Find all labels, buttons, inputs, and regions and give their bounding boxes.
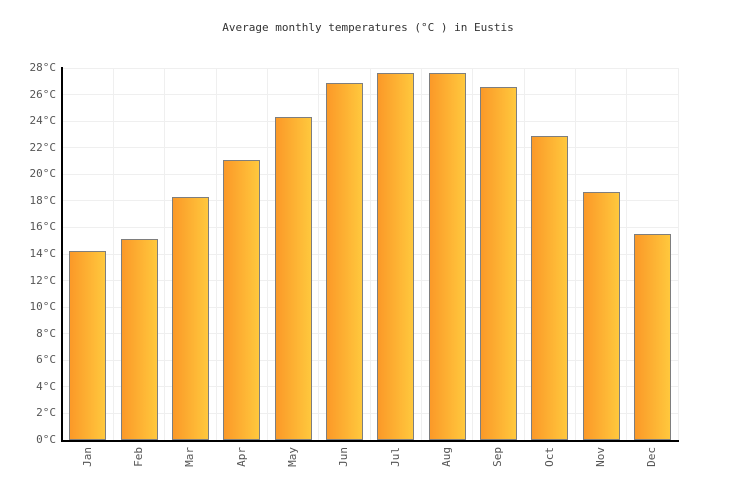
bar-sep (479, 86, 517, 440)
bar-mar (171, 196, 209, 440)
x-gridline (472, 68, 474, 440)
x-tick-label-mar: Mar (183, 447, 197, 467)
y-tick-label: 28°C (29, 61, 57, 74)
bar-aug (428, 73, 466, 440)
x-gridline (215, 68, 217, 440)
x-tick-label-dec: Dec (645, 447, 659, 467)
y-tick-label: 12°C (29, 273, 57, 287)
x-tick-label-apr: Apr (234, 447, 248, 467)
x-gridline (266, 68, 268, 440)
bar-apr (223, 159, 261, 440)
y-tick-label: 24°C (29, 114, 57, 128)
y-tick-label: 8°C (36, 326, 56, 340)
y-tick-label: 26°C (29, 87, 57, 101)
x-gridline (420, 68, 422, 440)
x-tick-label-aug: Aug (440, 447, 453, 467)
bar-jul (377, 73, 415, 440)
x-gridline (523, 68, 525, 440)
y-tick-label: 4°C (36, 379, 56, 393)
y-tick-label: 2°C (36, 406, 56, 420)
bar-may (274, 117, 312, 440)
x-tick-label-may: May (286, 447, 299, 467)
x-tick-label-sep: Sep (491, 447, 505, 467)
x-gridline (369, 68, 371, 440)
chart-title: Average monthly temperatures (°C ) in Eu… (222, 21, 514, 34)
x-gridline (164, 68, 166, 440)
x-tick-label-feb: Feb (132, 447, 145, 467)
x-tick-label-oct: Oct (542, 447, 556, 467)
bar-oct (531, 135, 569, 440)
x-gridline (318, 68, 320, 440)
y-tick-label: 14°C (29, 247, 57, 260)
x-gridline (574, 68, 576, 440)
x-tick-label-jul: Jul (388, 447, 402, 467)
bar-feb (120, 239, 158, 440)
y-tick-label: 18°C (29, 193, 57, 207)
y-axis-line (61, 67, 63, 441)
bar-dec (633, 234, 671, 440)
bar-nov (582, 191, 620, 440)
bar-jan (69, 251, 107, 440)
x-tick-label-jun: Jun (337, 447, 351, 467)
y-tick-label: 10°C (29, 300, 57, 314)
bar-jun (325, 82, 363, 440)
x-gridline (112, 68, 114, 440)
x-tick-label-nov: Nov (594, 447, 607, 467)
y-tick-label: 16°C (29, 220, 57, 234)
y-tick-label: 20°C (29, 167, 57, 181)
x-gridline (677, 68, 679, 440)
x-gridline (626, 68, 628, 440)
y-tick-label: 22°C (29, 140, 57, 154)
x-axis-line (61, 440, 679, 442)
x-tick-label-jan: Jan (80, 447, 94, 467)
y-tick-label: 6°C (36, 353, 56, 367)
y-tick-label: 0°C (36, 433, 56, 446)
